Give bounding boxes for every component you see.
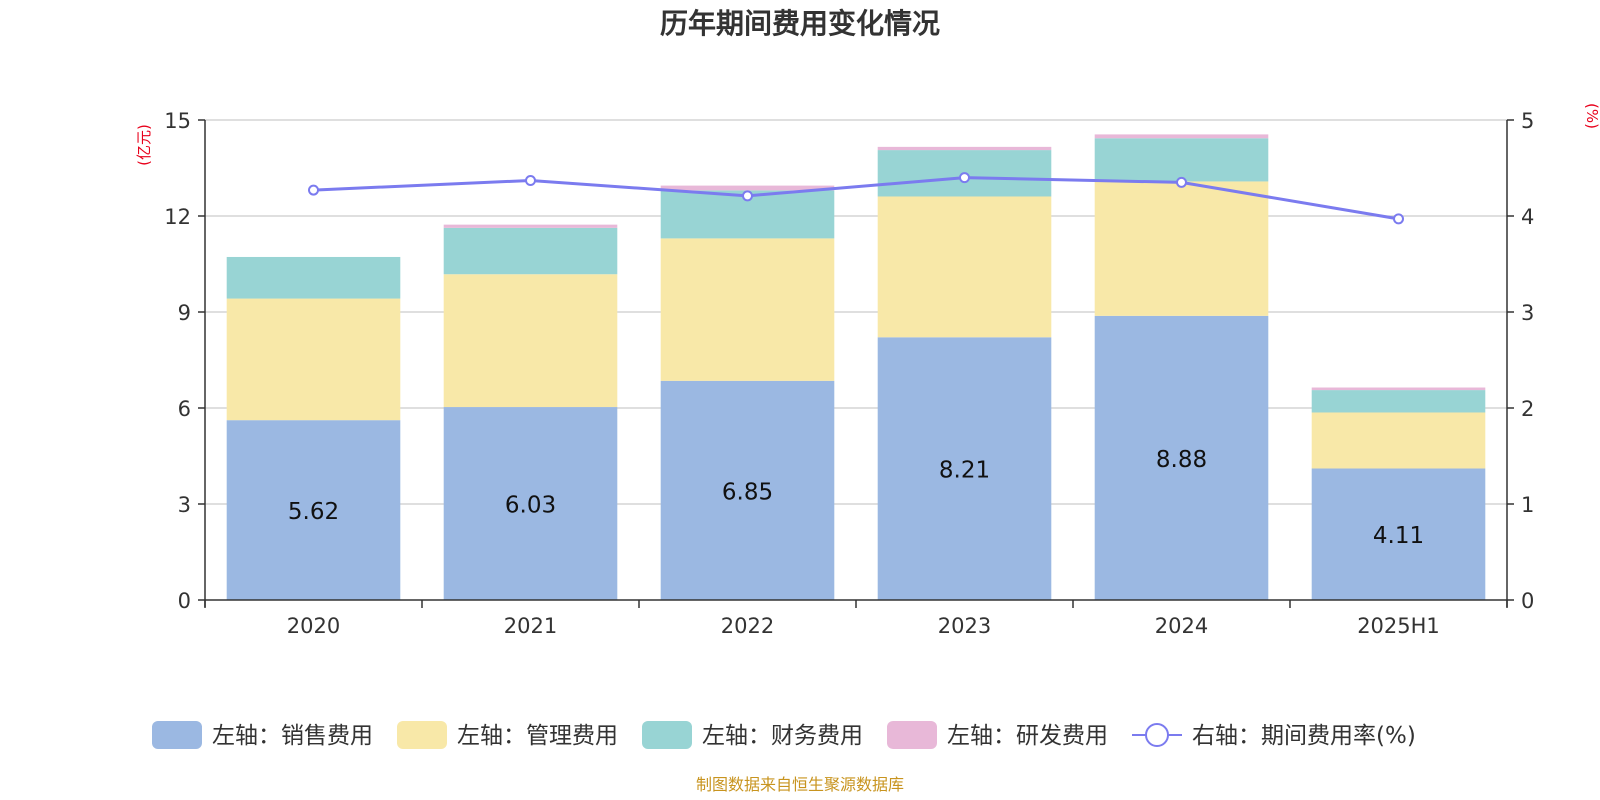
expense-rate-point: [525, 174, 536, 186]
left-tick-label: 6: [178, 397, 191, 421]
legend-swatch: [152, 721, 202, 749]
bar-segment-2: [660, 238, 835, 381]
legend-item-1: 左轴：销售费用: [152, 721, 373, 749]
legend-item-4: 左轴：研发费用: [887, 721, 1108, 749]
bar-segment-3: [226, 256, 401, 299]
left-tick-label: 9: [178, 301, 191, 325]
bar-segment-1: [660, 380, 835, 600]
legend-item-2: 左轴：管理费用: [397, 721, 618, 749]
right-axis-unit: (%): [1583, 103, 1600, 129]
legend-label: 右轴：期间费用率(%): [1192, 723, 1416, 749]
right-tick-label: 2: [1521, 397, 1534, 421]
data-labels: 5.62 6.03 6.85 8.21 8.88 4.11: [288, 447, 1424, 549]
line-layer: [308, 172, 1404, 225]
bar-segment-1: [226, 420, 401, 600]
bar-value-label: 8.88: [1156, 447, 1207, 473]
bar-segment-1: [877, 337, 1052, 600]
source-note: 制图数据来自恒生聚源数据库: [696, 775, 904, 794]
expense-rate-point: [1393, 213, 1404, 225]
right-tick-label: 0: [1521, 589, 1534, 613]
bar-segment-4: [877, 146, 1052, 151]
legend-swatch: [642, 721, 692, 749]
x-tick-label: 2023: [938, 614, 991, 638]
x-tick-label: 2025H1: [1357, 614, 1440, 638]
legend-label: 左轴：财务费用: [702, 723, 863, 749]
legend-label: 左轴：管理费用: [457, 723, 618, 749]
bar-value-label: 8.21: [939, 458, 990, 484]
legend: 左轴：销售费用 左轴：管理费用 左轴：财务费用 左轴：研发费用 右轴：期间费用率(%): [152, 721, 1416, 749]
right-tick-label: 5: [1521, 109, 1534, 133]
left-tick-label: 3: [178, 493, 191, 517]
bar-segment-1: [1311, 468, 1486, 600]
legend-marker: [1145, 723, 1169, 747]
expense-rate-point: [959, 172, 970, 184]
right-tick-label: 3: [1521, 301, 1534, 325]
bar-segment-3: [443, 227, 618, 275]
left-tick-label: 12: [164, 205, 191, 229]
expense-rate-point: [742, 190, 753, 202]
bar-segment-4: [660, 185, 835, 191]
bar-segment-4: [1094, 134, 1269, 139]
expense-rate-point: [1176, 176, 1187, 188]
bar-segment-2: [1311, 412, 1486, 469]
bar-segment-4: [1311, 387, 1486, 391]
x-tick-label: 2020: [287, 614, 340, 638]
bar-segment-2: [877, 196, 1052, 338]
bar-value-label: 5.62: [288, 499, 339, 525]
bar-value-label: 4.11: [1373, 523, 1424, 549]
legend-swatch: [397, 721, 447, 749]
x-tick-label: 2024: [1155, 614, 1208, 638]
bar-segment-3: [1311, 390, 1486, 413]
legend-item-5: 右轴：期间费用率(%): [1132, 723, 1416, 749]
bar-segment-1: [443, 407, 618, 600]
legend-label: 左轴：销售费用: [212, 723, 373, 749]
left-axis-unit: (亿元): [135, 124, 153, 166]
right-tick-label: 1: [1521, 493, 1534, 517]
chart-title: 历年期间费用变化情况: [660, 7, 940, 40]
legend-label: 左轴：研发费用: [947, 723, 1108, 749]
bar-value-label: 6.03: [505, 493, 556, 519]
left-tick-label: 0: [178, 589, 191, 613]
bar-segment-4: [443, 224, 618, 228]
expense-rate-line: [313, 176, 1399, 221]
x-tick-label: 2021: [504, 614, 557, 638]
expense-rate-point: [308, 184, 319, 196]
gridlines: [205, 119, 1507, 505]
x-tick-label: 2022: [721, 614, 774, 638]
bar-segment-1: [1094, 315, 1269, 600]
bar-segment-2: [1094, 181, 1269, 316]
right-tick-label: 4: [1521, 205, 1534, 229]
legend-item-3: 左轴：财务费用: [642, 721, 863, 749]
bar-value-label: 6.85: [722, 479, 773, 505]
left-tick-label: 15: [164, 109, 191, 133]
bar-segment-2: [443, 274, 618, 408]
bar-segment-2: [226, 298, 401, 421]
legend-swatch: [887, 721, 937, 749]
bar-layer: [226, 134, 1486, 600]
bar-segment-3: [1094, 138, 1269, 182]
